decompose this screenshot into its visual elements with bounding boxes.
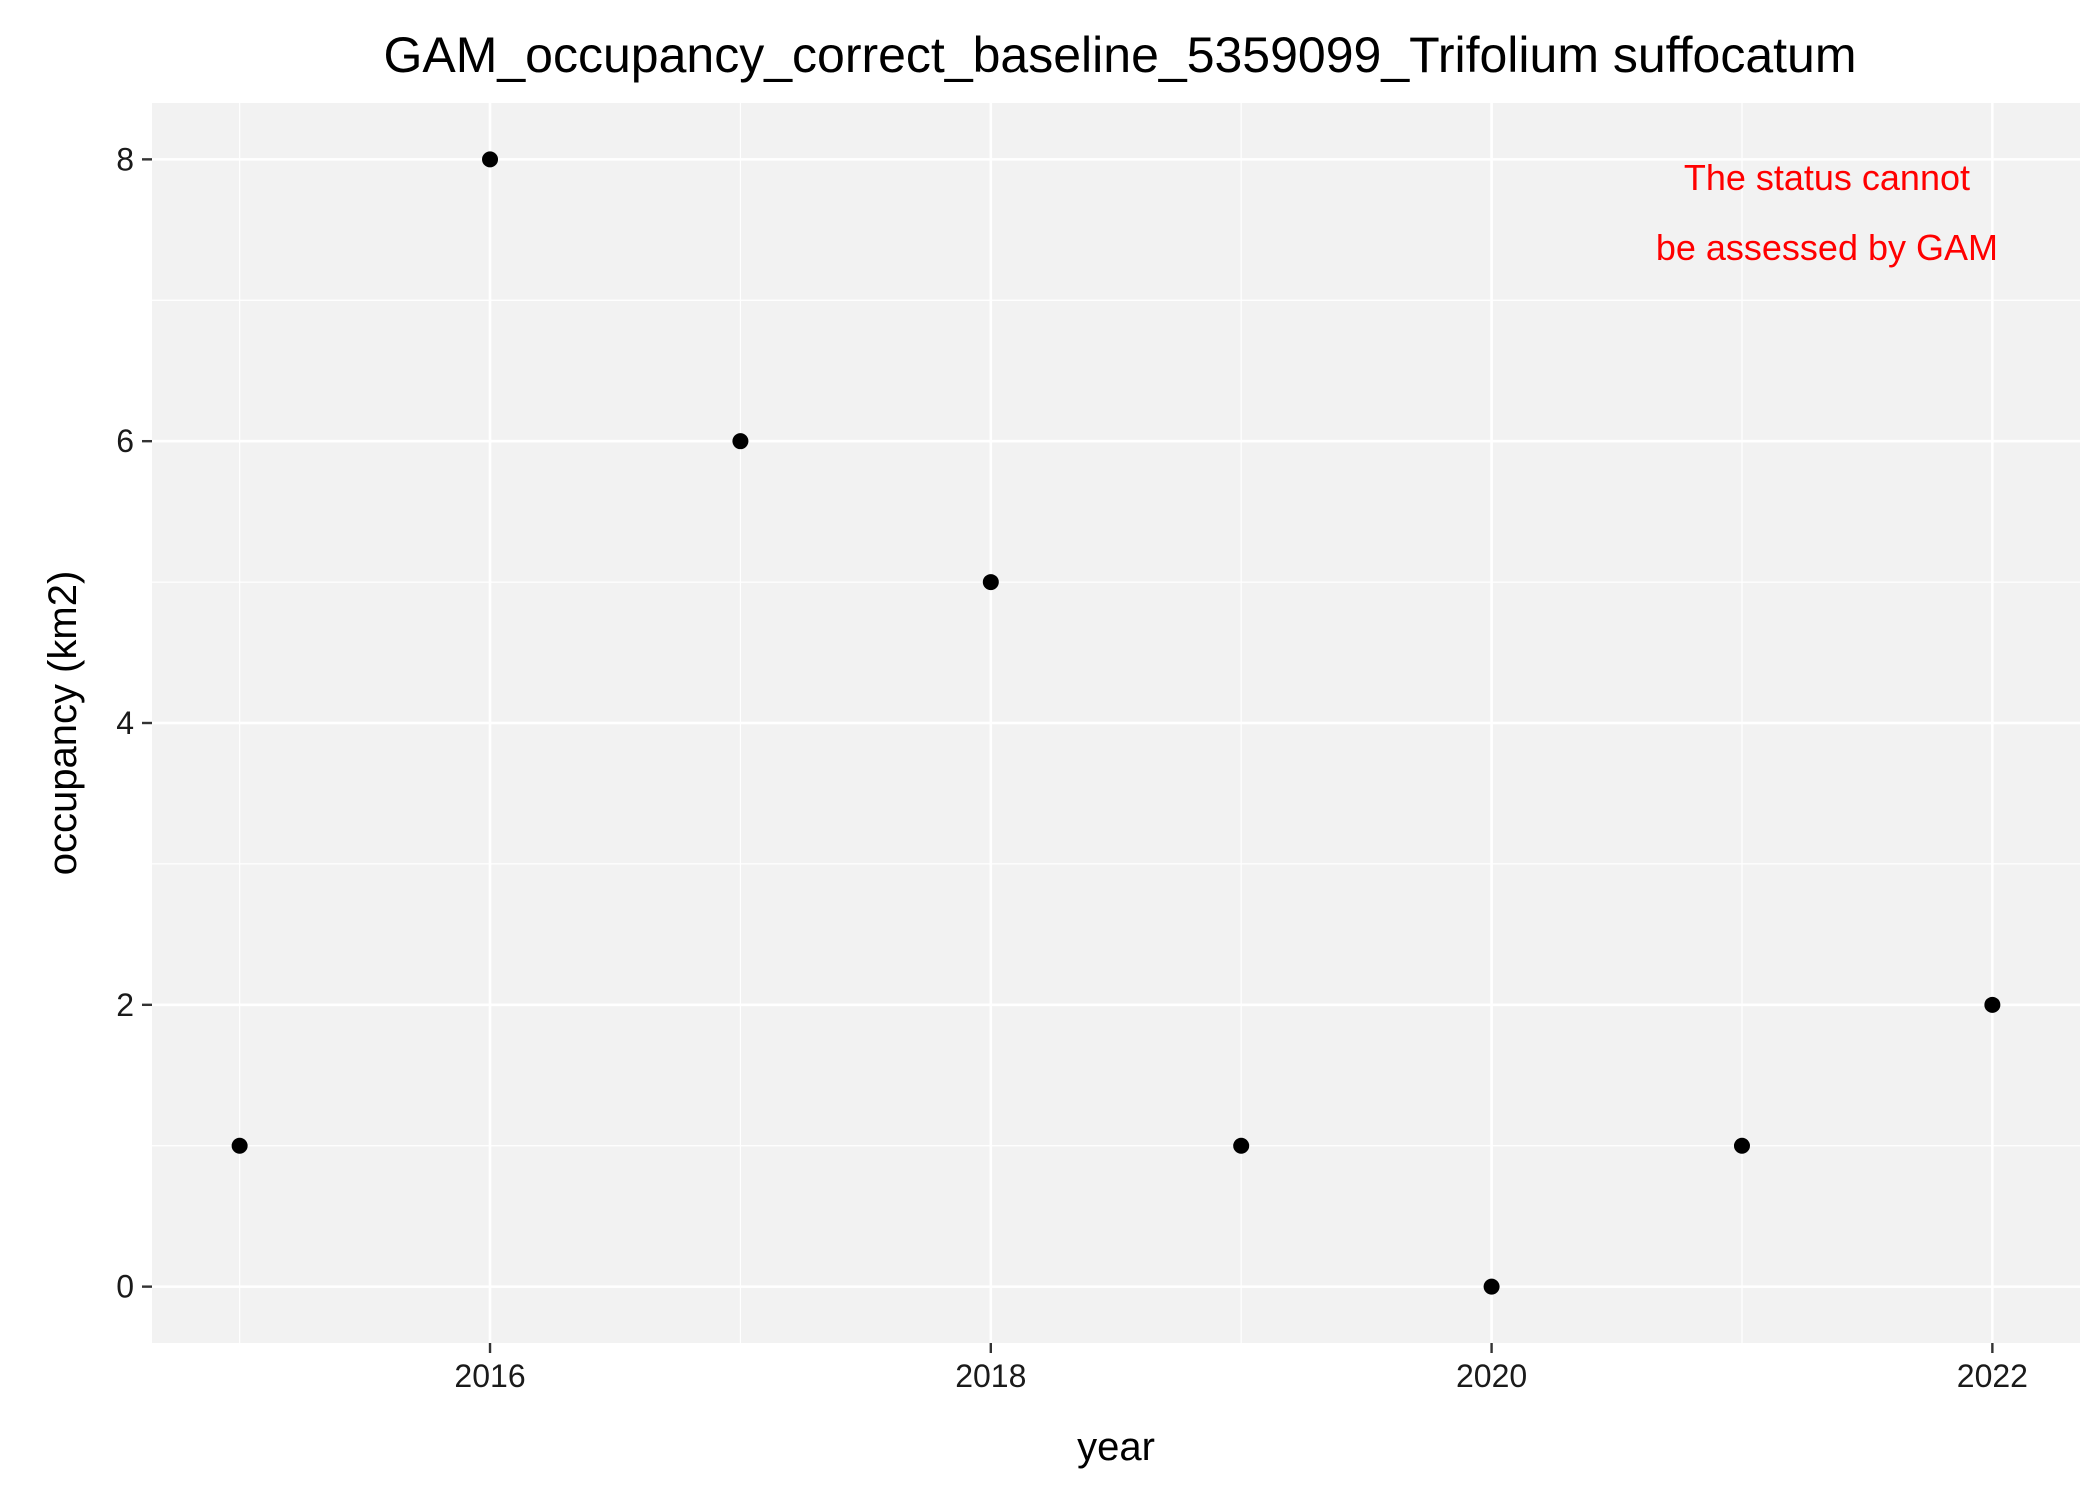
data-point — [1733, 1137, 1750, 1154]
x-tick-label: 2022 — [1957, 1358, 2028, 1394]
data-point — [1483, 1278, 1500, 1295]
status-annotation: The status cannot be assessed by GAM — [1656, 157, 1998, 268]
y-tick-label: 0 — [116, 1269, 134, 1305]
annotation-line: The status cannot — [1684, 157, 1970, 198]
data-points — [231, 151, 2001, 1295]
y-axis-title: occupancy (km2) — [41, 571, 85, 876]
chart-title: GAM_occupancy_correct_baseline_5359099_T… — [383, 27, 1856, 83]
y-tick-label: 2 — [116, 987, 134, 1023]
major-gridlines — [152, 103, 2080, 1343]
x-tick-label: 2018 — [955, 1358, 1026, 1394]
y-tick-label: 8 — [116, 141, 134, 177]
y-axis: 0 2 4 6 8 — [116, 141, 152, 1305]
annotation-line: be assessed by GAM — [1656, 227, 1998, 268]
data-point — [1984, 996, 2001, 1013]
y-tick-label: 6 — [116, 423, 134, 459]
x-axis: 2016 2018 2020 2022 — [454, 1343, 2028, 1394]
x-tick-label: 2016 — [454, 1358, 525, 1394]
data-point — [231, 1137, 248, 1154]
data-point — [482, 151, 499, 168]
data-point — [1233, 1137, 1250, 1154]
x-tick-label: 2020 — [1456, 1358, 1527, 1394]
data-point — [732, 433, 749, 450]
x-axis-title: year — [1077, 1425, 1155, 1469]
data-point — [982, 574, 999, 591]
y-tick-label: 4 — [116, 705, 134, 741]
